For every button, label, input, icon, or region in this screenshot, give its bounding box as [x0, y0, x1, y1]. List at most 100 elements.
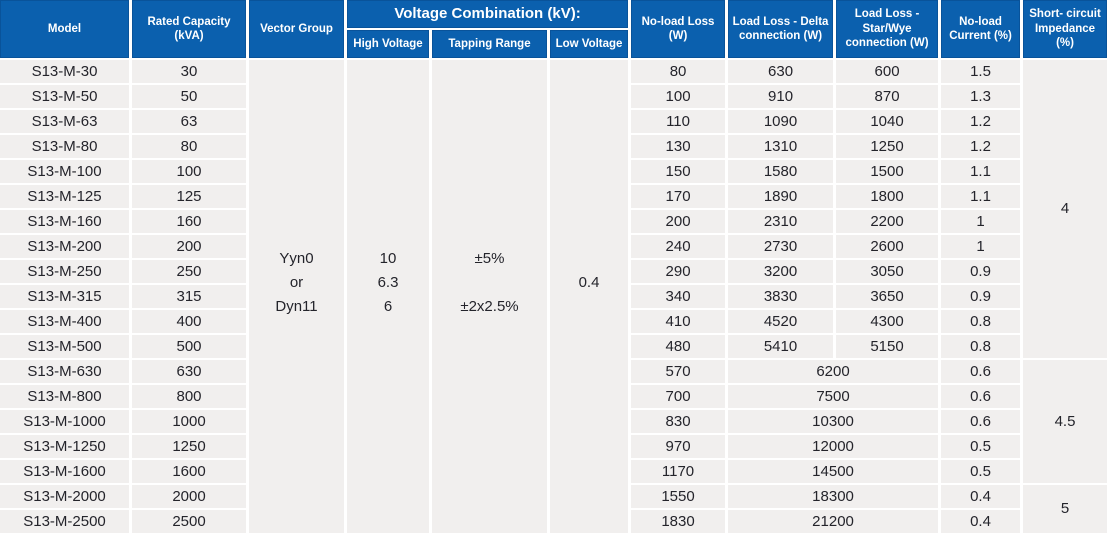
model-cell: S13-M-160 [0, 210, 129, 233]
load-loss-combined-cell: 18300 [728, 485, 939, 508]
no-load-current-cell: 0.6 [941, 410, 1021, 433]
load-loss-combined-cell: 21200 [728, 510, 939, 533]
table-header: Model Rated Capacity (kVA) Vector Group … [0, 0, 1107, 58]
capacity-cell: 2000 [132, 485, 246, 508]
no-load-loss-cell: 480 [631, 335, 726, 358]
table-row: S13-M-1600 1600 1170 14500 0.5 [0, 460, 1107, 483]
vector-group-cell: Yyn0 or Dyn11 [249, 60, 344, 533]
load-loss-combined-cell: 7500 [728, 385, 939, 408]
no-load-current-cell: 1.3 [941, 85, 1021, 108]
load-loss-delta-cell: 1310 [728, 135, 834, 158]
no-load-loss-cell: 1830 [631, 510, 726, 533]
no-load-current-cell: 0.8 [941, 310, 1021, 333]
impedance-cell: 5 [1023, 485, 1107, 533]
capacity-cell: 400 [132, 310, 246, 333]
no-load-loss-cell: 1170 [631, 460, 726, 483]
capacity-cell: 1250 [132, 435, 246, 458]
table-row: S13-M-1000 1000 830 10300 0.6 [0, 410, 1107, 433]
col-header-load-loss-delta: Load Loss - Delta connection (W) [728, 0, 834, 58]
no-load-current-cell: 1 [941, 210, 1021, 233]
no-load-loss-cell: 1550 [631, 485, 726, 508]
model-cell: S13-M-400 [0, 310, 129, 333]
load-loss-delta-cell: 1890 [728, 185, 834, 208]
table-row: S13-M-125 125 170 1890 1800 1.1 [0, 185, 1107, 208]
capacity-cell: 30 [132, 60, 246, 83]
capacity-cell: 2500 [132, 510, 246, 533]
load-loss-delta-cell: 5410 [728, 335, 834, 358]
model-cell: S13-M-50 [0, 85, 129, 108]
no-load-loss-cell: 830 [631, 410, 726, 433]
capacity-cell: 800 [132, 385, 246, 408]
capacity-cell: 125 [132, 185, 246, 208]
low-voltage-cell: 0.4 [550, 60, 629, 533]
model-cell: S13-M-63 [0, 110, 129, 133]
col-header-no-load-current: No-load Current (%) [941, 0, 1021, 58]
no-load-loss-cell: 290 [631, 260, 726, 283]
load-loss-delta-cell: 910 [728, 85, 834, 108]
table-row: S13-M-500 500 480 5410 5150 0.8 [0, 335, 1107, 358]
capacity-cell: 50 [132, 85, 246, 108]
no-load-current-cell: 1.5 [941, 60, 1021, 83]
no-load-loss-cell: 410 [631, 310, 726, 333]
table-row: S13-M-63 63 110 1090 1040 1.2 [0, 110, 1107, 133]
impedance-cell: 4 [1023, 60, 1107, 358]
col-header-load-loss-star: Load Loss - Star/Wye connection (W) [836, 0, 939, 58]
no-load-loss-cell: 130 [631, 135, 726, 158]
table-row: S13-M-400 400 410 4520 4300 0.8 [0, 310, 1107, 333]
load-loss-star-cell: 1800 [836, 185, 939, 208]
no-load-loss-cell: 150 [631, 160, 726, 183]
load-loss-delta-cell: 4520 [728, 310, 834, 333]
model-cell: S13-M-500 [0, 335, 129, 358]
load-loss-delta-cell: 1090 [728, 110, 834, 133]
no-load-loss-cell: 970 [631, 435, 726, 458]
load-loss-star-cell: 1250 [836, 135, 939, 158]
no-load-loss-cell: 100 [631, 85, 726, 108]
load-loss-star-cell: 1500 [836, 160, 939, 183]
load-loss-star-cell: 2200 [836, 210, 939, 233]
load-loss-star-cell: 5150 [836, 335, 939, 358]
col-header-high-voltage: High Voltage [347, 30, 429, 58]
col-header-vector-group: Vector Group [249, 0, 344, 58]
no-load-current-cell: 1.1 [941, 185, 1021, 208]
no-load-current-cell: 0.9 [941, 285, 1021, 308]
table-row: S13-M-250 250 290 3200 3050 0.9 [0, 260, 1107, 283]
capacity-cell: 630 [132, 360, 246, 383]
capacity-cell: 315 [132, 285, 246, 308]
no-load-loss-cell: 80 [631, 60, 726, 83]
load-loss-combined-cell: 14500 [728, 460, 939, 483]
table-body: S13-M-30 30 Yyn0 or Dyn11 10 6.3 6 ±5% ±2x2.… [0, 60, 1107, 533]
no-load-current-cell: 0.8 [941, 335, 1021, 358]
model-cell: S13-M-1600 [0, 460, 129, 483]
capacity-cell: 160 [132, 210, 246, 233]
no-load-loss-cell: 170 [631, 185, 726, 208]
col-header-short-circuit-impedance: Short- circuit Impedance (%) [1023, 0, 1107, 58]
no-load-current-cell: 1.1 [941, 160, 1021, 183]
col-header-rated-capacity: Rated Capacity (kVA) [132, 0, 246, 58]
impedance-cell: 4.5 [1023, 360, 1107, 483]
model-cell: S13-M-630 [0, 360, 129, 383]
load-loss-star-cell: 4300 [836, 310, 939, 333]
model-cell: S13-M-100 [0, 160, 129, 183]
model-cell: S13-M-200 [0, 235, 129, 258]
model-cell: S13-M-1000 [0, 410, 129, 433]
col-header-no-load-loss: No-load Loss (W) [631, 0, 726, 58]
no-load-loss-cell: 110 [631, 110, 726, 133]
high-voltage-cell: 10 6.3 6 [347, 60, 429, 533]
load-loss-delta-cell: 3200 [728, 260, 834, 283]
table-row: S13-M-200 200 240 2730 2600 1 [0, 235, 1107, 258]
table-row: S13-M-80 80 130 1310 1250 1.2 [0, 135, 1107, 158]
header-row-top: Model Rated Capacity (kVA) Vector Group … [0, 0, 1107, 58]
capacity-cell: 1000 [132, 410, 246, 433]
model-cell: S13-M-2500 [0, 510, 129, 533]
load-loss-star-cell: 870 [836, 85, 939, 108]
table-row: S13-M-1250 1250 970 12000 0.5 [0, 435, 1107, 458]
table-row: S13-M-800 800 700 7500 0.6 [0, 385, 1107, 408]
load-loss-delta-cell: 2310 [728, 210, 834, 233]
capacity-cell: 250 [132, 260, 246, 283]
model-cell: S13-M-1250 [0, 435, 129, 458]
load-loss-delta-cell: 630 [728, 60, 834, 83]
load-loss-star-cell: 3650 [836, 285, 939, 308]
load-loss-combined-cell: 6200 [728, 360, 939, 383]
no-load-current-cell: 1.2 [941, 110, 1021, 133]
